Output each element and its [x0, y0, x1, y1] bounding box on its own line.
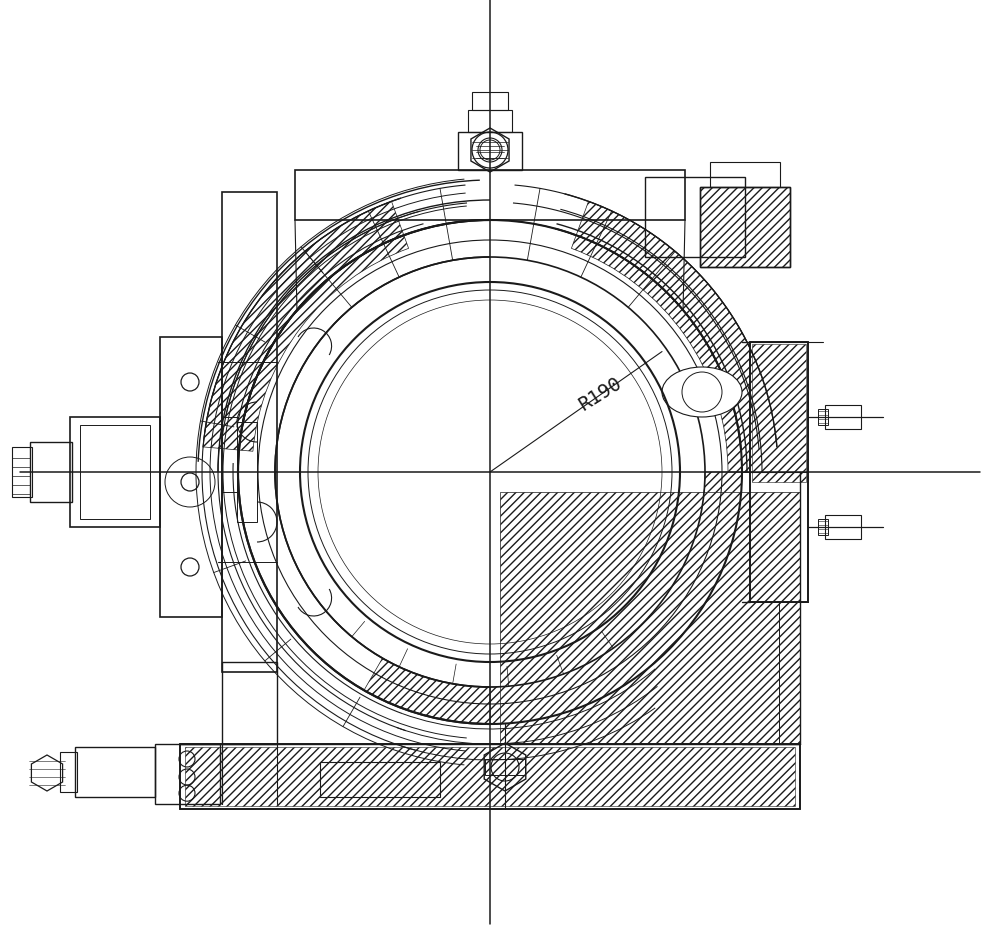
Bar [75, 747, 155, 797]
Bar [180, 744, 800, 809]
Bar [752, 344, 806, 482]
Bar [710, 162, 780, 187]
Bar [160, 337, 222, 617]
Bar [60, 752, 77, 792]
Wedge shape [364, 658, 490, 724]
Bar [30, 442, 72, 502]
Bar [750, 342, 808, 602]
Bar [237, 422, 257, 522]
Bar [222, 192, 277, 672]
Bar [825, 515, 861, 539]
Wedge shape [571, 201, 778, 472]
Bar [472, 92, 508, 110]
Bar [468, 110, 512, 132]
Bar [458, 132, 522, 170]
Bar [222, 662, 277, 744]
Bar [700, 187, 790, 267]
Bar [825, 405, 861, 429]
Bar [750, 342, 808, 602]
Bar [485, 759, 525, 775]
Wedge shape [203, 201, 409, 451]
Bar [645, 177, 745, 257]
Bar [185, 747, 795, 806]
Bar [700, 187, 790, 267]
Bar [180, 744, 800, 809]
Text: R190: R190 [576, 373, 626, 414]
Bar [295, 170, 685, 220]
Bar [155, 744, 220, 804]
Bar [12, 447, 32, 497]
Bar [818, 409, 828, 425]
Bar [70, 417, 160, 527]
Bar [700, 187, 790, 267]
Bar [818, 519, 828, 535]
Bar [320, 762, 440, 797]
Ellipse shape [662, 367, 742, 417]
Bar [500, 492, 800, 744]
Wedge shape [490, 472, 742, 724]
Ellipse shape [664, 369, 740, 415]
Bar [80, 425, 150, 519]
